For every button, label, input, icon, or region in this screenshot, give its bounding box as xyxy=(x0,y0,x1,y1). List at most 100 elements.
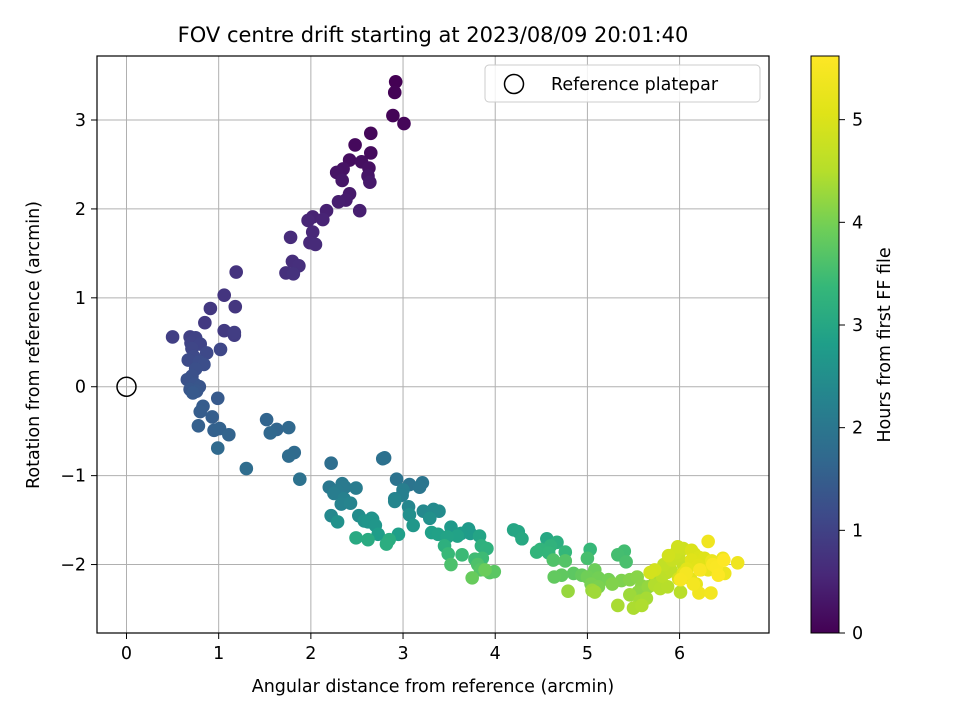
data-point xyxy=(455,547,469,562)
x-tick-label: 2 xyxy=(305,644,316,664)
x-axis-label: Angular distance from reference (arcmin) xyxy=(252,677,615,697)
data-point xyxy=(670,539,685,554)
data-point xyxy=(203,301,218,316)
data-point xyxy=(281,449,296,463)
data-point xyxy=(213,342,228,357)
x-tick-label: 1 xyxy=(213,644,224,664)
y-tick-label: 2 xyxy=(75,200,86,220)
data-point xyxy=(386,108,400,123)
y-tick-label: −1 xyxy=(60,467,86,487)
y-tick-label: 0 xyxy=(75,378,86,398)
plot-area-frame xyxy=(96,55,770,634)
data-point xyxy=(186,386,200,400)
colorbar: 0 1 2 3 4 5 Hours from first FF file xyxy=(810,55,895,644)
colorbar-tick-label: 3 xyxy=(852,316,863,336)
data-point xyxy=(547,570,562,584)
data-point xyxy=(402,507,417,522)
data-point xyxy=(388,74,403,89)
data-point xyxy=(389,472,404,486)
data-point xyxy=(623,587,637,602)
data-point xyxy=(324,456,338,470)
data-point xyxy=(335,173,350,188)
data-point xyxy=(263,426,278,440)
grid-lines xyxy=(97,56,769,633)
data-point xyxy=(330,515,345,529)
data-point xyxy=(228,299,243,314)
data-point xyxy=(422,511,437,526)
data-point xyxy=(198,315,212,330)
data-point xyxy=(363,146,378,160)
data-point xyxy=(387,85,402,100)
data-point xyxy=(701,534,715,549)
data-point xyxy=(292,472,307,486)
y-tick-label: 1 xyxy=(75,289,86,309)
x-tick-label: 3 xyxy=(397,644,408,664)
data-point xyxy=(305,225,320,239)
data-point xyxy=(412,480,427,494)
y-tick-label: 3 xyxy=(75,111,86,131)
y-tick-label: −2 xyxy=(60,556,86,576)
data-point xyxy=(165,330,180,344)
y-axis-label: Rotation from reference (arcmin) xyxy=(24,201,44,489)
data-point xyxy=(379,537,394,551)
data-point xyxy=(371,527,385,542)
data-point xyxy=(444,557,458,572)
data-point xyxy=(343,496,358,510)
data-point xyxy=(227,325,242,340)
data-point xyxy=(331,195,346,209)
data-point xyxy=(704,586,718,600)
data-point xyxy=(587,585,602,599)
data-point xyxy=(281,420,296,435)
data-point xyxy=(397,116,411,131)
legend-marker-icon xyxy=(503,73,525,95)
data-point xyxy=(210,441,225,455)
colorbar-tick-label: 2 xyxy=(852,419,863,439)
data-point xyxy=(561,584,575,599)
data-point xyxy=(349,481,363,495)
data-point xyxy=(327,486,341,501)
data-point xyxy=(580,551,595,566)
data-point xyxy=(673,572,688,587)
colorbar-tick-label: 1 xyxy=(852,521,863,541)
data-point xyxy=(316,212,330,227)
data-points xyxy=(165,74,745,615)
data-point xyxy=(406,518,420,533)
data-point xyxy=(259,412,274,427)
data-point xyxy=(349,531,363,545)
data-point xyxy=(361,532,375,547)
data-point xyxy=(693,563,707,577)
data-point xyxy=(465,571,479,585)
data-point xyxy=(711,568,726,583)
x-tick-label: 6 xyxy=(674,644,685,664)
data-point xyxy=(229,265,243,279)
data-point xyxy=(605,577,620,591)
data-point xyxy=(558,554,573,568)
data-point xyxy=(529,545,544,559)
data-point xyxy=(191,419,206,433)
reference-point-marker xyxy=(116,376,137,397)
data-point xyxy=(432,504,446,518)
y-axis-ticks: −2 −1 0 1 2 3 xyxy=(60,111,97,576)
colorbar-tick-label: 4 xyxy=(852,213,863,233)
data-point xyxy=(308,237,323,252)
data-point xyxy=(661,548,676,563)
data-point xyxy=(515,531,529,546)
data-point xyxy=(301,213,315,228)
data-point xyxy=(217,323,232,338)
data-point xyxy=(660,579,675,594)
x-tick-label: 4 xyxy=(490,644,501,664)
x-tick-label: 0 xyxy=(121,644,132,664)
data-point xyxy=(222,427,236,442)
data-point xyxy=(210,391,225,406)
x-axis-ticks: 0 1 2 3 4 5 6 xyxy=(121,633,685,664)
data-point xyxy=(363,126,378,141)
colorbar-label: Hours from first FF file xyxy=(875,247,895,442)
data-point xyxy=(239,461,254,476)
data-point xyxy=(205,410,220,424)
data-point xyxy=(193,404,208,419)
data-point xyxy=(611,598,625,613)
data-point xyxy=(363,175,377,190)
data-point xyxy=(352,203,367,218)
data-point xyxy=(673,585,688,599)
